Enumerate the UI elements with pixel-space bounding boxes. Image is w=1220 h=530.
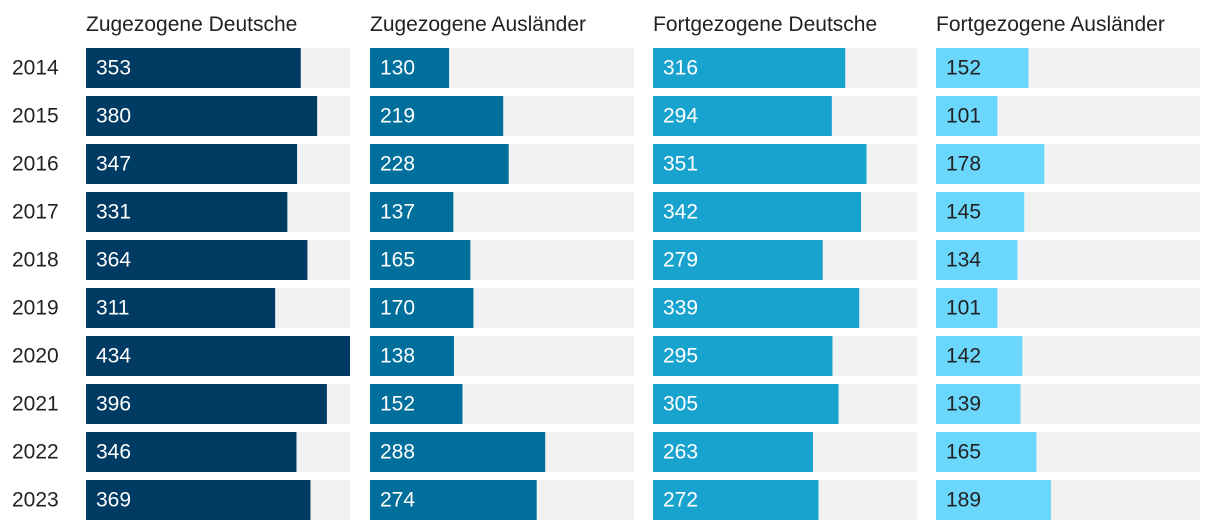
bar-2-2019: [370, 288, 474, 328]
bar-value-label: 396: [96, 393, 131, 416]
bar-1-2018: [86, 240, 308, 280]
bar-1-2016: [86, 144, 298, 184]
bar-1-2014: [86, 48, 301, 88]
bar-value-label: 219: [380, 105, 415, 128]
bar-value-label: 331: [96, 201, 131, 224]
bar-value-label: 178: [946, 153, 981, 176]
bar-4-2014: [936, 48, 1029, 88]
bar-value-label: 145: [946, 201, 981, 224]
bar-3-2021: [653, 384, 839, 424]
bar-value-label: 101: [946, 105, 981, 128]
bar-value-label: 305: [663, 393, 698, 416]
bar-3-2020: [653, 336, 833, 376]
bar-value-label: 142: [946, 345, 981, 368]
bar-value-label: 228: [380, 153, 415, 176]
bar-3-2014: [653, 48, 846, 88]
bar-value-label: 369: [96, 489, 131, 512]
bar-3-2022: [653, 432, 813, 472]
bar-value-label: 434: [96, 345, 131, 368]
column-title-3: Fortgezogene Deutsche: [653, 13, 877, 36]
bar-value-label: 138: [380, 345, 415, 368]
bar-value-label: 263: [663, 441, 698, 464]
bar-2-2023: [370, 480, 537, 520]
year-label-2014: 2014: [12, 57, 59, 80]
bar-value-label: 353: [96, 57, 131, 80]
bar-value-label: 342: [663, 201, 698, 224]
year-label-2019: 2019: [12, 297, 59, 320]
bar-1-2017: [86, 192, 288, 232]
bar-value-label: 130: [380, 57, 415, 80]
bar-3-2023: [653, 480, 819, 520]
bar-1-2019: [86, 288, 276, 328]
bar-value-label: 346: [96, 441, 131, 464]
year-label-2021: 2021: [12, 393, 59, 416]
year-label-2017: 2017: [12, 201, 59, 224]
bar-value-label: 152: [380, 393, 415, 416]
bar-4-2018: [936, 240, 1018, 280]
bar-1-2020: [86, 336, 350, 376]
bar-value-label: 364: [96, 249, 131, 272]
column-title-2: Zugezogene Ausländer: [370, 13, 586, 36]
bar-value-label: 165: [946, 441, 981, 464]
year-label-2016: 2016: [12, 153, 59, 176]
bar-2-2022: [370, 432, 546, 472]
bar-4-2020: [936, 336, 1023, 376]
bar-3-2018: [653, 240, 823, 280]
bar-2-2016: [370, 144, 509, 184]
bar-1-2021: [86, 384, 327, 424]
bar-value-label: 139: [946, 393, 981, 416]
bar-4-2017: [936, 192, 1025, 232]
bar-1-2022: [86, 432, 297, 472]
bar-value-label: 165: [380, 249, 415, 272]
bar-4-2016: [936, 144, 1045, 184]
bar-value-label: 311: [96, 297, 129, 320]
year-label-2018: 2018: [12, 249, 59, 272]
bar-value-label: 316: [663, 57, 698, 80]
bar-3-2015: [653, 96, 832, 136]
bar-value-label: 189: [946, 489, 981, 512]
bar-value-label: 279: [663, 249, 698, 272]
year-label-2015: 2015: [12, 105, 59, 128]
column-title-1: Zugezogene Deutsche: [86, 13, 297, 36]
bar-2-2015: [370, 96, 504, 136]
bar-4-2021: [936, 384, 1021, 424]
bar-4-2022: [936, 432, 1037, 472]
bar-value-label: 152: [946, 57, 981, 80]
bar-value-label: 380: [96, 105, 131, 128]
bar-4-2015: [936, 96, 998, 136]
bar-2-2020: [370, 336, 454, 376]
bar-value-label: 339: [663, 297, 698, 320]
bar-value-label: 294: [663, 105, 698, 128]
bar-value-label: 137: [380, 201, 415, 224]
bar-4-2019: [936, 288, 998, 328]
bar-value-label: 295: [663, 345, 698, 368]
bar-value-label: 170: [380, 297, 415, 320]
bar-value-label: 351: [663, 153, 698, 176]
bar-2-2018: [370, 240, 471, 280]
bar-value-label: 272: [663, 489, 698, 512]
bar-3-2019: [653, 288, 860, 328]
year-label-2023: 2023: [12, 489, 59, 512]
bar-value-label: 101: [946, 297, 981, 320]
column-title-4: Fortgezogene Ausländer: [936, 13, 1165, 36]
bar-2-2014: [370, 48, 450, 88]
bar-2-2017: [370, 192, 454, 232]
bar-value-label: 288: [380, 441, 415, 464]
bar-3-2016: [653, 144, 867, 184]
bar-value-label: 134: [946, 249, 981, 272]
bar-3-2017: [653, 192, 862, 232]
year-label-2020: 2020: [12, 345, 59, 368]
bar-1-2015: [86, 96, 318, 136]
year-label-2022: 2022: [12, 441, 59, 464]
bar-1-2023: [86, 480, 311, 520]
bar-value-label: 347: [96, 153, 131, 176]
bar-value-label: 274: [380, 489, 415, 512]
bar-4-2023: [936, 480, 1051, 520]
bar-2-2021: [370, 384, 463, 424]
